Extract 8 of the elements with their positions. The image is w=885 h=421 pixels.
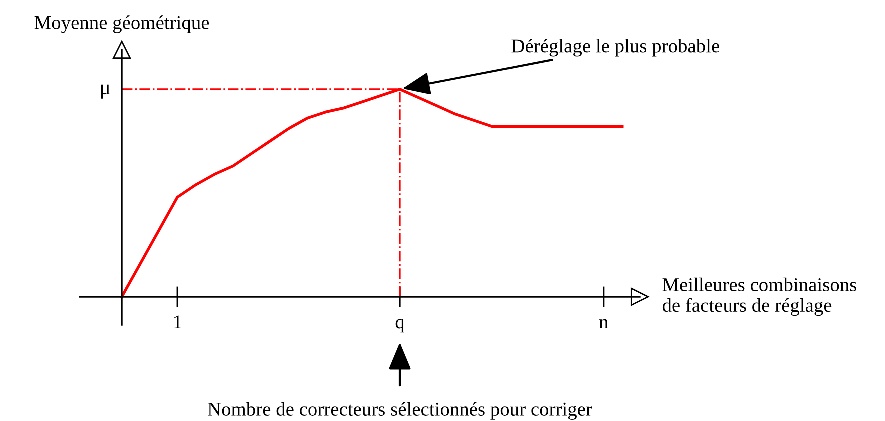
annotation: Déréglage le plus probable [512,39,720,57]
text: Nombre de correcteurs sélectionnés pour corriger [208,402,592,420]
x-tick-label: q [396,319,404,333]
x-tick-label: 1 [174,316,182,329]
x-tick-label: n [599,319,608,329]
ref-line-label: μ [101,84,110,99]
x-axis-title: Meilleures combinaisons de facteurs de réglage [662,278,856,316]
y-axis-title: Moyenne géométrique [34,16,210,34]
